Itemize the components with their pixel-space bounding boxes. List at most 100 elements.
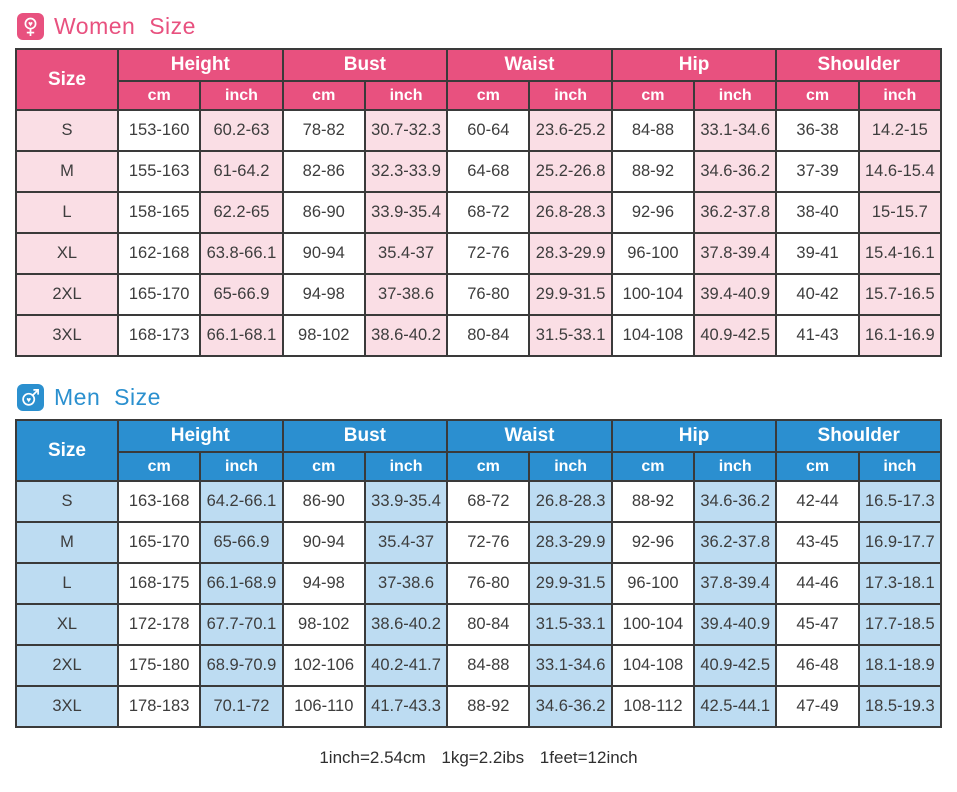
women-section-title: ♥ Women Size bbox=[17, 12, 942, 40]
cell: 68-72 bbox=[446, 191, 531, 234]
size-cell: 2XL bbox=[15, 644, 119, 687]
cell: 65-66.9 bbox=[199, 521, 284, 564]
table-row: 2XL 175-180 68.9-70.9 102-106 40.2-41.7 … bbox=[15, 644, 943, 687]
women-header-hip: Hip bbox=[610, 48, 778, 82]
cell: 40-42 bbox=[775, 273, 860, 316]
women-header-shoulder: Shoulder bbox=[775, 48, 942, 82]
women-header-bust: Bust bbox=[281, 48, 449, 82]
cell: 39.4-40.9 bbox=[693, 273, 778, 316]
women-header-waist: Waist bbox=[446, 48, 613, 82]
cell: 40.9-42.5 bbox=[693, 644, 778, 687]
cell: 63.8-66.1 bbox=[199, 232, 284, 275]
cell: 37-38.6 bbox=[363, 273, 449, 316]
cell: 100-104 bbox=[610, 273, 696, 316]
cell: 68-72 bbox=[446, 480, 531, 523]
cell: 178-183 bbox=[116, 685, 202, 728]
cell: 104-108 bbox=[610, 314, 696, 357]
men-header-bust: Bust bbox=[281, 419, 449, 453]
cell: 38-40 bbox=[775, 191, 860, 234]
size-cell: L bbox=[15, 191, 119, 234]
cell: 60-64 bbox=[446, 109, 531, 152]
cell: 17.3-18.1 bbox=[857, 562, 943, 605]
men-header-height: Height bbox=[117, 419, 284, 453]
cell: 14.2-15 bbox=[857, 109, 943, 152]
svg-text:♥: ♥ bbox=[28, 19, 33, 28]
table-row: 2XL 165-170 65-66.9 94-98 37-38.6 76-80 … bbox=[15, 273, 943, 316]
cell: 64-68 bbox=[446, 150, 531, 193]
size-cell: XL bbox=[15, 603, 119, 646]
cell: 23.6-25.2 bbox=[528, 109, 613, 152]
cell: 28.3-29.9 bbox=[528, 521, 613, 564]
cell: 37.8-39.4 bbox=[693, 232, 778, 275]
cell: 98-102 bbox=[281, 314, 366, 357]
cell: 44-46 bbox=[775, 562, 860, 605]
cell: 18.5-19.3 bbox=[857, 685, 943, 728]
cell: 62.2-65 bbox=[199, 191, 284, 234]
cell: 100-104 bbox=[610, 603, 696, 646]
table-row: S 163-168 64.2-66.1 86-90 33.9-35.4 68-7… bbox=[15, 480, 943, 523]
cell: 84-88 bbox=[610, 109, 696, 152]
men-size-table: Size Height Bust Waist Hip Shoulder cm i… bbox=[15, 419, 943, 728]
cell: 28.3-29.9 bbox=[528, 232, 613, 275]
women-header-size: Size bbox=[15, 48, 119, 111]
cell: 172-178 bbox=[116, 603, 202, 646]
cell: 36-38 bbox=[775, 109, 860, 152]
cell: 102-106 bbox=[281, 644, 366, 687]
women-size-table: Size Height Bust Waist Hip Shoulder cm i… bbox=[15, 48, 943, 357]
cell: 106-110 bbox=[281, 685, 366, 728]
cell: 88-92 bbox=[610, 480, 696, 523]
cell: 36.2-37.8 bbox=[693, 521, 778, 564]
cell: 26.8-28.3 bbox=[528, 480, 613, 523]
cell: 90-94 bbox=[281, 232, 366, 275]
cell: 153-160 bbox=[116, 109, 202, 152]
cell: 33.9-35.4 bbox=[363, 480, 449, 523]
cell: 108-112 bbox=[610, 685, 696, 728]
cell: 92-96 bbox=[610, 521, 696, 564]
cell: 40.2-41.7 bbox=[363, 644, 449, 687]
cell: 80-84 bbox=[446, 603, 531, 646]
cell: 80-84 bbox=[446, 314, 531, 357]
cell: 45-47 bbox=[775, 603, 860, 646]
men-section: ♥ Men Size Size Height Bust Waist Hip bbox=[15, 383, 943, 728]
cell: 29.9-31.5 bbox=[528, 562, 613, 605]
cell: 37-39 bbox=[775, 150, 860, 193]
cell: 38.6-40.2 bbox=[363, 603, 449, 646]
cell: 163-168 bbox=[116, 480, 202, 523]
unit-header-inch: inch bbox=[857, 451, 943, 482]
cell: 104-108 bbox=[610, 644, 696, 687]
cell: 72-76 bbox=[446, 232, 531, 275]
cell: 76-80 bbox=[446, 273, 531, 316]
cell: 47-49 bbox=[775, 685, 860, 728]
cell: 43-45 bbox=[775, 521, 860, 564]
cell: 40.9-42.5 bbox=[693, 314, 778, 357]
men-header-shoulder: Shoulder bbox=[775, 419, 942, 453]
size-cell: S bbox=[15, 109, 119, 152]
unit-header-cm: cm bbox=[610, 451, 696, 482]
cell: 66.1-68.1 bbox=[199, 314, 284, 357]
cell: 16.1-16.9 bbox=[857, 314, 943, 357]
cell: 86-90 bbox=[281, 191, 366, 234]
size-cell: M bbox=[15, 150, 119, 193]
men-size-title: Men Size bbox=[54, 383, 161, 410]
cell: 26.8-28.3 bbox=[528, 191, 613, 234]
cell: 168-173 bbox=[116, 314, 202, 357]
unit-header-inch: inch bbox=[693, 451, 778, 482]
size-cell: 2XL bbox=[15, 273, 119, 316]
size-cell: 3XL bbox=[15, 685, 119, 728]
unit-header-inch: inch bbox=[199, 80, 284, 111]
cell: 29.9-31.5 bbox=[528, 273, 613, 316]
unit-header-inch: inch bbox=[857, 80, 943, 111]
men-header-hip: Hip bbox=[610, 419, 778, 453]
unit-header-cm: cm bbox=[775, 451, 860, 482]
unit-header-cm: cm bbox=[775, 80, 860, 111]
cell: 36.2-37.8 bbox=[693, 191, 778, 234]
cell: 94-98 bbox=[281, 273, 366, 316]
cell: 15-15.7 bbox=[857, 191, 943, 234]
cell: 42.5-44.1 bbox=[693, 685, 778, 728]
cell: 46-48 bbox=[775, 644, 860, 687]
unit-header-inch: inch bbox=[693, 80, 778, 111]
size-cell: L bbox=[15, 562, 119, 605]
cell: 39.4-40.9 bbox=[693, 603, 778, 646]
cell: 37-38.6 bbox=[363, 562, 449, 605]
cell: 82-86 bbox=[281, 150, 366, 193]
